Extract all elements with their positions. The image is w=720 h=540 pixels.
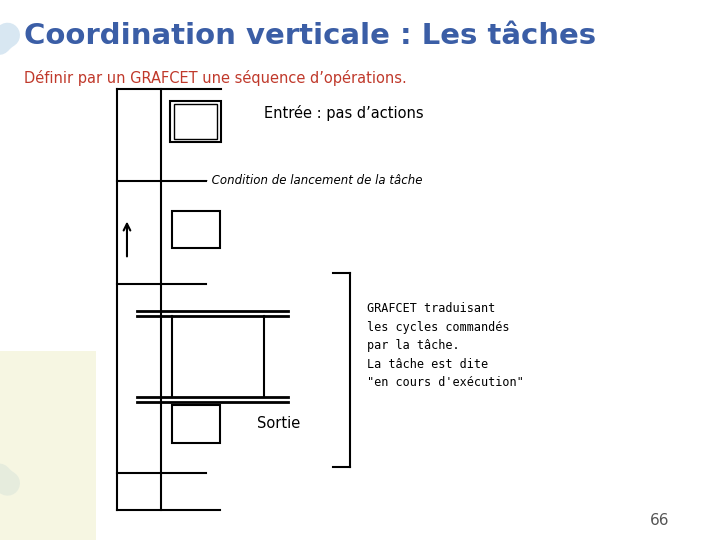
Text: GRAFCET traduisant
les cycles commandés
par la tâche.
La tâche est dite
"en cour: GRAFCET traduisant les cycles commandés … <box>367 302 524 389</box>
Text: Sortie: Sortie <box>257 416 301 431</box>
Bar <box>171 405 220 443</box>
Text: Entrée : pas d’actions: Entrée : pas d’actions <box>264 105 424 122</box>
Text: 66: 66 <box>649 513 669 528</box>
Bar <box>171 211 220 248</box>
Bar <box>170 102 221 141</box>
Text: Définir par un GRAFCET une séquence d’opérations.: Définir par un GRAFCET une séquence d’op… <box>24 70 407 86</box>
Polygon shape <box>0 351 96 540</box>
Bar <box>174 105 217 138</box>
Text: – Condition de lancement de la tâche: – Condition de lancement de la tâche <box>202 174 423 187</box>
Text: Coordination verticale : Les tâches: Coordination verticale : Les tâches <box>24 22 596 50</box>
